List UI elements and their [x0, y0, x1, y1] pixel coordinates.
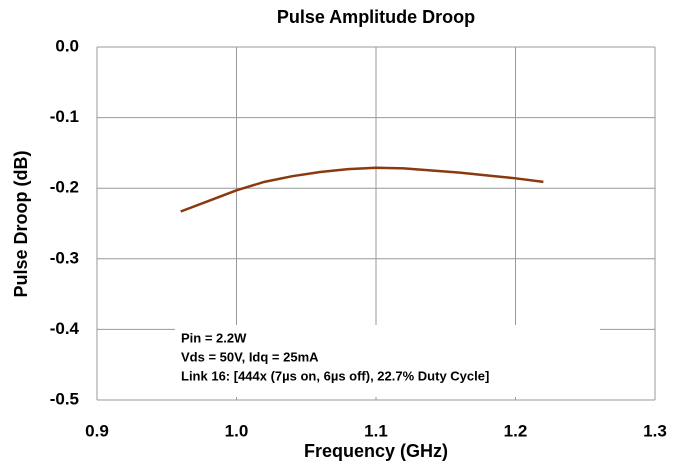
annotation: Link 16: [444x (7µs on, 6µs off), 22.7% …	[181, 368, 489, 383]
x-tick-label: 0.9	[85, 421, 109, 440]
annotation-box	[175, 325, 600, 397]
y-tick-label: -0.2	[50, 178, 79, 197]
x-tick-label: 1.1	[364, 421, 388, 440]
annotation: Pin = 2.2W	[181, 330, 247, 345]
x-tick-label: 1.2	[504, 421, 528, 440]
y-tick-label: -0.5	[50, 389, 79, 408]
y-tick-label: -0.3	[50, 248, 79, 267]
y-tick-label: -0.1	[50, 107, 79, 126]
annotation: Vds = 50V, Idq = 25mA	[181, 349, 319, 364]
y-tick-label: 0.0	[55, 36, 79, 55]
x-axis-label: Frequency (GHz)	[304, 441, 448, 461]
y-tick-label: -0.4	[50, 319, 80, 338]
data-line	[180, 166, 544, 213]
chart-title: Pulse Amplitude Droop	[277, 7, 475, 27]
x-tick-label: 1.3	[643, 421, 667, 440]
y-axis-label: Pulse Droop (dB)	[11, 150, 31, 297]
x-tick-label: 1.0	[225, 421, 249, 440]
